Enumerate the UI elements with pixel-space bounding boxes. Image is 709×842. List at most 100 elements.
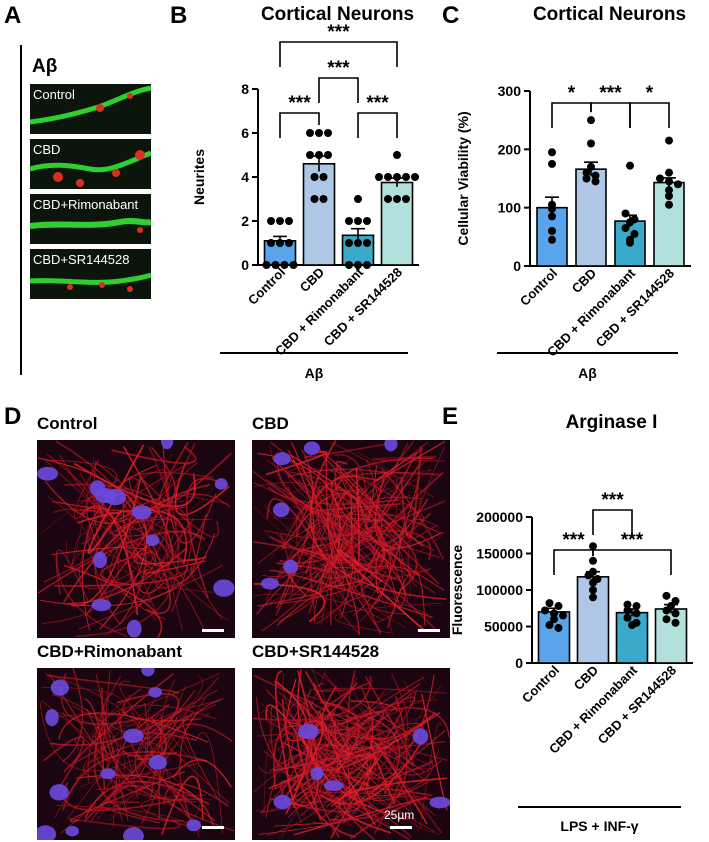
fiber <box>309 440 447 600</box>
nucleus <box>50 679 69 696</box>
fiber <box>140 476 220 538</box>
significance-bracket <box>590 102 631 128</box>
data-point <box>324 129 332 137</box>
data-point <box>665 192 673 200</box>
significance-label: * <box>646 83 654 104</box>
fiber <box>359 815 391 832</box>
data-point <box>671 609 680 618</box>
data-point <box>289 261 298 269</box>
fiber <box>365 452 418 530</box>
fiber <box>162 441 217 544</box>
data-point <box>589 542 597 551</box>
fiber <box>313 682 323 702</box>
data-point <box>626 218 634 227</box>
fiber <box>292 493 395 555</box>
significance-bracket <box>318 77 359 103</box>
significance-label: *** <box>288 93 311 114</box>
data-point <box>548 227 556 235</box>
data-point <box>623 613 632 622</box>
nucleus <box>303 441 320 455</box>
neurite-image-sr144528 <box>30 249 151 299</box>
significance-bracket <box>279 41 398 67</box>
y-tick-label: 200000 <box>476 509 523 525</box>
fiber <box>339 701 425 773</box>
data-point <box>271 261 280 269</box>
nucleus <box>283 559 298 574</box>
fiber <box>101 692 123 822</box>
fiber <box>91 469 185 533</box>
significance-label: *** <box>621 530 644 551</box>
fiber <box>253 674 362 728</box>
fiber <box>46 453 103 545</box>
fiber <box>44 459 229 622</box>
fiber <box>352 673 411 772</box>
data-point <box>621 209 630 218</box>
fiber <box>115 518 213 581</box>
data-point <box>310 195 319 203</box>
data-point <box>665 136 673 145</box>
fiber <box>63 672 174 773</box>
data-point <box>591 171 600 180</box>
data-point <box>285 239 293 247</box>
data-point <box>559 611 567 620</box>
fiber <box>62 484 211 604</box>
fiber <box>281 698 356 838</box>
nucleus <box>273 452 291 466</box>
group-label: LPS + INF-γ <box>560 818 638 834</box>
fiber <box>312 512 431 572</box>
data-point <box>402 195 410 203</box>
thumb-sr144528: CBD+SR144528 <box>30 249 151 299</box>
fiber <box>350 700 399 712</box>
fiber <box>39 701 134 772</box>
data-point <box>393 173 401 181</box>
y-tick-label: 0 <box>515 655 523 671</box>
fiber <box>54 564 188 587</box>
fiber <box>280 527 381 598</box>
data-point <box>587 116 595 125</box>
fiber <box>132 675 203 756</box>
data-point <box>632 602 641 611</box>
bar <box>575 168 607 267</box>
fiber <box>84 711 195 822</box>
data-point <box>541 606 549 615</box>
data-point <box>626 238 634 247</box>
fiber <box>345 761 428 815</box>
data-point <box>354 239 362 247</box>
data-point <box>665 168 673 177</box>
fiber <box>335 451 398 492</box>
fiber <box>122 460 195 515</box>
fiber <box>336 548 426 632</box>
fiber <box>310 462 383 622</box>
micro-image-rimonabant <box>37 668 235 840</box>
significance-label: *** <box>601 490 624 511</box>
fiber <box>362 714 401 794</box>
fiber <box>274 670 295 809</box>
fiber <box>322 755 437 822</box>
nucleus <box>260 577 279 590</box>
data-point <box>262 261 271 269</box>
scale-bar <box>202 826 224 829</box>
data-point <box>315 151 323 159</box>
fiber <box>86 742 167 824</box>
nucleus <box>89 480 106 497</box>
fiber <box>179 698 224 764</box>
nucleus <box>37 466 58 481</box>
fiber <box>320 505 398 608</box>
fiber <box>102 471 170 595</box>
data-point <box>656 174 664 183</box>
nucleus <box>91 599 112 612</box>
significance-label: *** <box>562 530 585 551</box>
category-label: CBD <box>571 663 602 694</box>
y-axis-label: Cellular Viability (%) <box>455 111 471 245</box>
nucleus <box>126 619 142 638</box>
bar <box>302 163 336 266</box>
fiber <box>55 804 200 838</box>
fiber <box>334 467 445 591</box>
fiber <box>56 555 128 638</box>
nucleus <box>213 579 235 597</box>
fiber <box>410 797 433 832</box>
data-point <box>393 151 401 159</box>
fiber <box>334 471 410 582</box>
data-point <box>319 195 328 203</box>
data-point <box>363 217 371 225</box>
